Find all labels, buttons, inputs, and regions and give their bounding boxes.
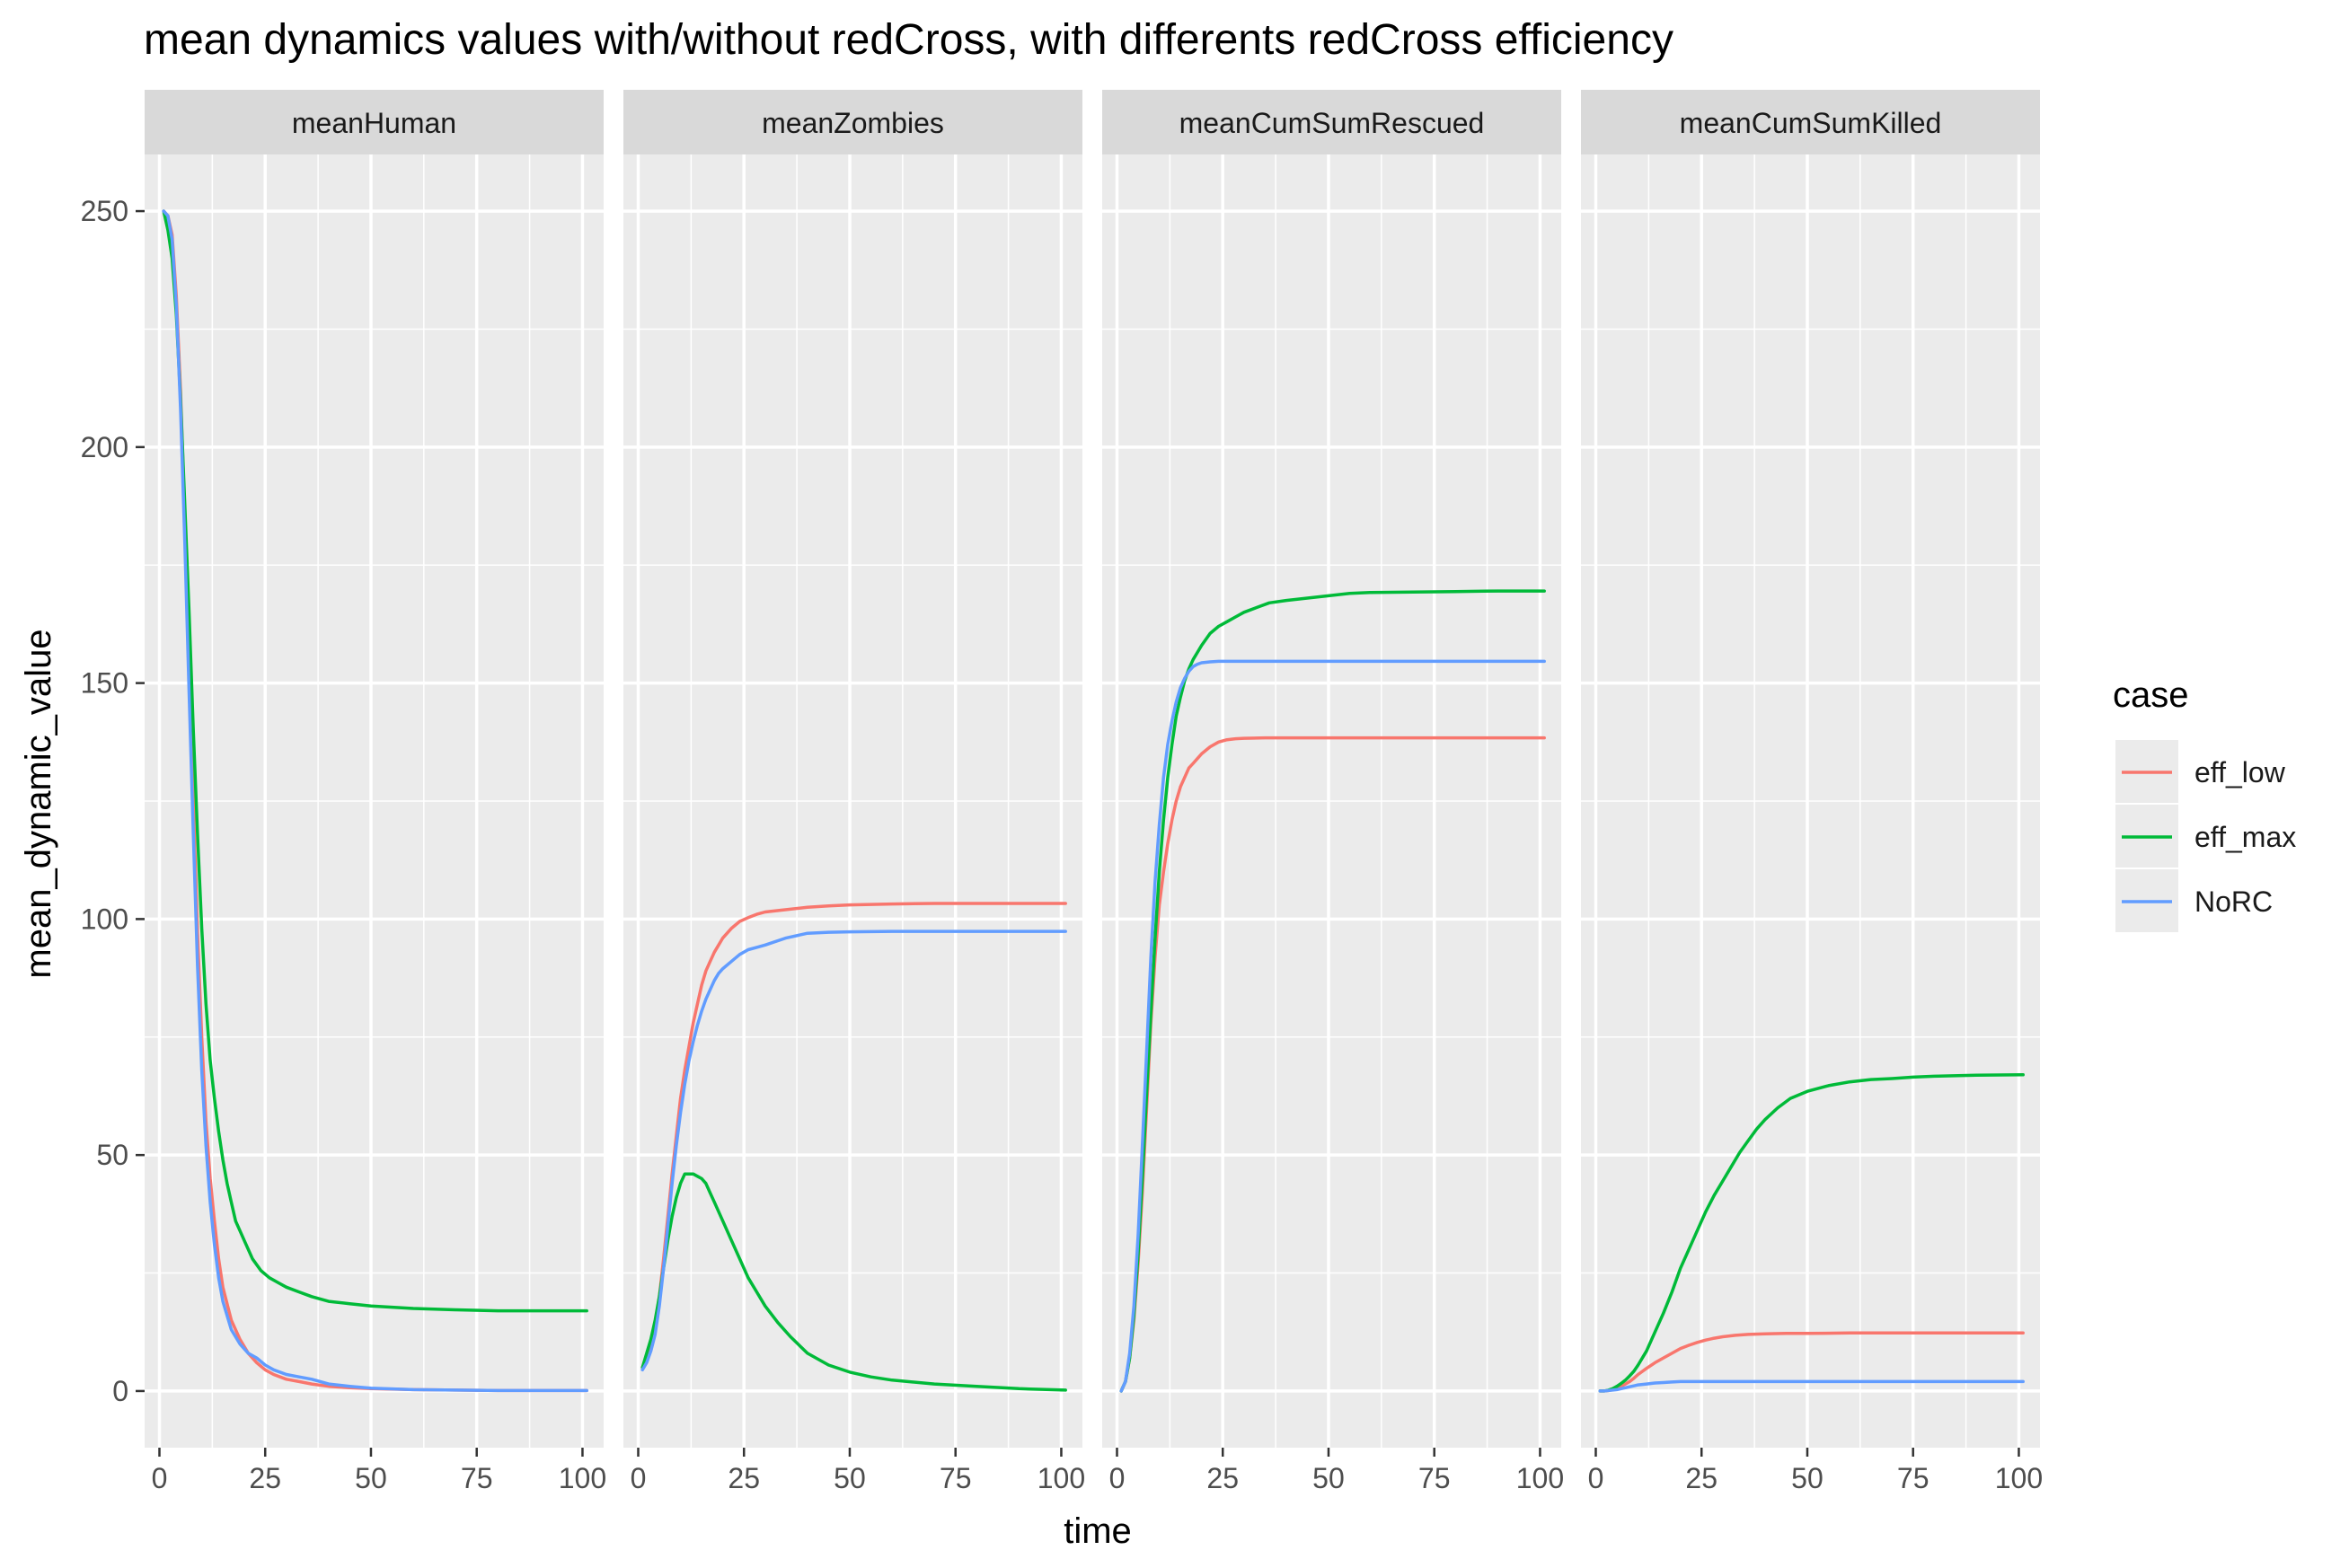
series-line-NoRC — [640, 929, 1067, 1372]
y-tick-label: 0 — [112, 1375, 128, 1407]
x-tick-label: 25 — [1206, 1462, 1239, 1494]
x-tick-label: 0 — [631, 1462, 647, 1494]
panels-layer: meanHuman meanZombies meanCumSumRescued mea… — [145, 90, 2040, 1448]
facet-strip — [1102, 90, 1561, 154]
x-tick-label: 50 — [834, 1462, 866, 1494]
y-tick-label: 250 — [81, 195, 128, 227]
y-tick-label: 150 — [81, 667, 128, 700]
x-tick-label: 25 — [249, 1462, 281, 1494]
series-line-eff_low — [1598, 1331, 2025, 1393]
x-tick-label: 0 — [1588, 1462, 1604, 1494]
x-tick-label: 100 — [1995, 1462, 2043, 1494]
legend-label: eff_low — [2194, 756, 2286, 788]
x-tick-label: 50 — [1312, 1462, 1345, 1494]
facet-panel-meanCumSumRescued: meanCumSumRescued — [1102, 90, 1561, 1448]
x-tick-label: 75 — [1418, 1462, 1451, 1494]
facet-strip-label: meanCumSumKilled — [1680, 107, 1942, 139]
series-line-NoRC — [1598, 1379, 2025, 1393]
facet-strip-label: meanHuman — [292, 107, 456, 139]
legend: case eff_low eff_max NoRC — [2113, 675, 2296, 932]
facet-strip — [1581, 90, 2040, 154]
legend-item-NoRC: NoRC — [2115, 869, 2273, 932]
x-tick-label: 0 — [152, 1462, 168, 1494]
series-line-NoRC — [1119, 659, 1546, 1393]
legend-item-eff_low: eff_low — [2115, 740, 2286, 803]
series-line-eff_max — [1598, 1073, 2025, 1393]
facet-panel-meanHuman: meanHuman — [145, 90, 604, 1448]
y-tick-label: 100 — [81, 903, 128, 935]
series-line-eff_max — [1119, 589, 1546, 1393]
legend-item-eff_max: eff_max — [2115, 805, 2296, 868]
facet-panel-meanZombies: meanZombies — [623, 90, 1082, 1448]
x-axis-title: time — [1064, 1511, 1132, 1551]
x-tick-label: 0 — [1109, 1462, 1126, 1494]
legend-label: NoRC — [2194, 885, 2273, 918]
legend-label: eff_max — [2194, 821, 2296, 853]
x-tick-label: 50 — [1791, 1462, 1824, 1494]
legend-title: case — [2113, 675, 2189, 715]
facet-strip-label: meanZombies — [762, 107, 944, 139]
axis-layer: 0 25 50 75 100 0 25 50 75 100 0 25 50 75 100 0 25 50 75 100… — [81, 195, 2044, 1494]
y-tick-label: 200 — [81, 431, 128, 463]
series-line-eff_max — [162, 209, 588, 1313]
y-axis-title: mean_dynamic_value — [19, 629, 58, 978]
facet-strip — [145, 90, 604, 154]
y-tick-label: 50 — [96, 1139, 128, 1171]
facet-strip-label: meanCumSumRescued — [1179, 107, 1485, 139]
chart-title: mean dynamics values with/without redCro… — [144, 16, 1673, 64]
x-tick-label: 100 — [1516, 1462, 1564, 1494]
x-tick-label: 75 — [940, 1462, 972, 1494]
series-line-NoRC — [162, 209, 588, 1393]
x-tick-label: 75 — [461, 1462, 493, 1494]
x-tick-label: 100 — [1038, 1462, 1085, 1494]
x-tick-label: 25 — [1685, 1462, 1718, 1494]
x-tick-label: 50 — [355, 1462, 387, 1494]
x-tick-label: 75 — [1897, 1462, 1930, 1494]
facet-panel-meanCumSumKilled: meanCumSumKilled — [1581, 90, 2040, 1448]
x-tick-label: 25 — [728, 1462, 760, 1494]
legend-items: eff_low eff_max NoRC — [2115, 740, 2296, 932]
x-tick-label: 100 — [559, 1462, 606, 1494]
facet-strip — [623, 90, 1082, 154]
